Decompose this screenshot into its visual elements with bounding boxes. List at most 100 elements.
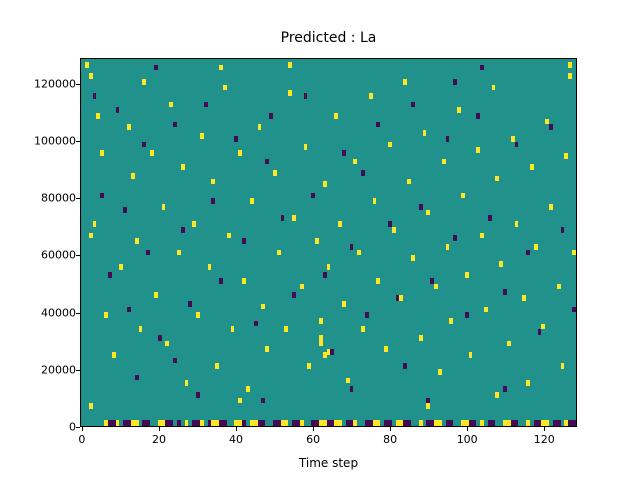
y-tick-mark xyxy=(76,312,80,314)
x-tick-mark xyxy=(81,427,83,431)
heatmap-cell xyxy=(165,420,170,426)
heatmap-cell xyxy=(249,198,254,205)
heatmap-cell xyxy=(434,283,438,290)
heatmap-cell xyxy=(257,420,262,426)
heatmap-cell xyxy=(572,420,576,426)
heatmap-cell xyxy=(238,150,243,156)
heatmap-cell xyxy=(184,420,189,426)
y-tick-label: 0 xyxy=(69,420,76,434)
heatmap-cell xyxy=(127,306,131,313)
heatmap-cell xyxy=(510,135,515,142)
heatmap-cell xyxy=(330,349,335,355)
heatmap-cell xyxy=(395,420,400,426)
heatmap-cell xyxy=(196,420,200,426)
heatmap-cell xyxy=(180,226,185,233)
heatmap-cell xyxy=(318,334,323,341)
heatmap-cell xyxy=(341,300,346,307)
heatmap-cell xyxy=(184,380,189,387)
heatmap-cell xyxy=(491,84,496,91)
x-tick-mark xyxy=(236,427,238,431)
heatmap-cell xyxy=(111,352,116,358)
heatmap-cell xyxy=(165,340,170,347)
heatmap-cell xyxy=(387,420,392,426)
heatmap-cell xyxy=(560,363,565,370)
heatmap-cell xyxy=(326,263,331,270)
heatmap-cell xyxy=(503,289,507,296)
heatmap-cell xyxy=(173,121,177,128)
heatmap-cell xyxy=(449,420,454,426)
heatmap-cell xyxy=(134,238,139,244)
heatmap-cell xyxy=(334,420,339,426)
heatmap-cell xyxy=(192,420,197,426)
heatmap-cell xyxy=(318,420,323,426)
heatmap-cell xyxy=(387,221,392,227)
heatmap-cell xyxy=(150,150,154,156)
heatmap-cell xyxy=(468,352,473,358)
heatmap-cell xyxy=(453,78,458,85)
heatmap-cell xyxy=(533,243,538,250)
heatmap-cell xyxy=(146,420,151,426)
heatmap-cell xyxy=(445,243,450,250)
heatmap-cell xyxy=(464,420,469,426)
heatmap-cell xyxy=(541,323,546,330)
heatmap-cell xyxy=(153,292,158,298)
heatmap-cell xyxy=(372,198,377,205)
heatmap-cell xyxy=(115,107,120,114)
heatmap-cell xyxy=(318,340,323,347)
heatmap-cell xyxy=(552,420,557,426)
heatmap-cell xyxy=(127,420,131,426)
heatmap-cell xyxy=(88,403,93,409)
heatmap-cell xyxy=(211,198,216,205)
heatmap-cell xyxy=(464,312,469,318)
heatmap-cell xyxy=(376,420,381,426)
heatmap-cell xyxy=(142,141,147,148)
heatmap-cell xyxy=(288,90,293,96)
heatmap-cell xyxy=(96,113,101,119)
y-tick-label: 100000 xyxy=(34,134,76,148)
heatmap-cell xyxy=(387,141,392,148)
heatmap-cell xyxy=(169,101,174,108)
heatmap-cell xyxy=(376,121,381,128)
heatmap-cell xyxy=(437,369,442,375)
heatmap-cell xyxy=(483,306,488,313)
heatmap-cell xyxy=(533,420,538,426)
heatmap-cell xyxy=(361,169,365,176)
heatmap-cell xyxy=(368,420,373,426)
heatmap-cell xyxy=(361,326,365,333)
heatmap-cell xyxy=(176,249,181,256)
heatmap-cell xyxy=(568,73,573,79)
heatmap-cell xyxy=(499,261,504,267)
heatmap-cell xyxy=(161,420,166,426)
heatmap-cell xyxy=(330,420,335,426)
heatmap-cell xyxy=(334,113,339,119)
heatmap-cell xyxy=(88,73,93,79)
heatmap-cell xyxy=(341,150,346,156)
heatmap-cell xyxy=(249,420,254,426)
heatmap-cell xyxy=(100,192,104,199)
y-tick-mark xyxy=(76,140,80,142)
heatmap-cell xyxy=(303,93,308,99)
heatmap-cell xyxy=(460,420,465,426)
chart-title: Predicted : La xyxy=(280,30,377,46)
heatmap-cell xyxy=(437,420,442,426)
x-tick-label: 40 xyxy=(229,433,244,446)
heatmap-cell xyxy=(326,420,331,426)
x-tick-mark xyxy=(390,427,392,431)
heatmap-cell xyxy=(476,147,481,153)
heatmap-cell xyxy=(418,334,423,341)
y-tick-label: 60000 xyxy=(41,248,76,262)
heatmap-cell xyxy=(315,420,319,426)
heatmap-cell xyxy=(265,346,269,353)
heatmap-cell xyxy=(487,420,492,426)
heatmap-cell xyxy=(526,380,530,387)
heatmap-cell xyxy=(514,141,519,148)
heatmap-cell xyxy=(457,107,461,114)
x-tick-label: 80 xyxy=(383,433,398,446)
heatmap-cell xyxy=(207,420,212,426)
heatmap-cell xyxy=(445,420,450,426)
heatmap-cell xyxy=(299,283,304,290)
heatmap-cell xyxy=(138,326,143,333)
heatmap-cell xyxy=(92,93,97,99)
heatmap-cell xyxy=(242,420,246,426)
